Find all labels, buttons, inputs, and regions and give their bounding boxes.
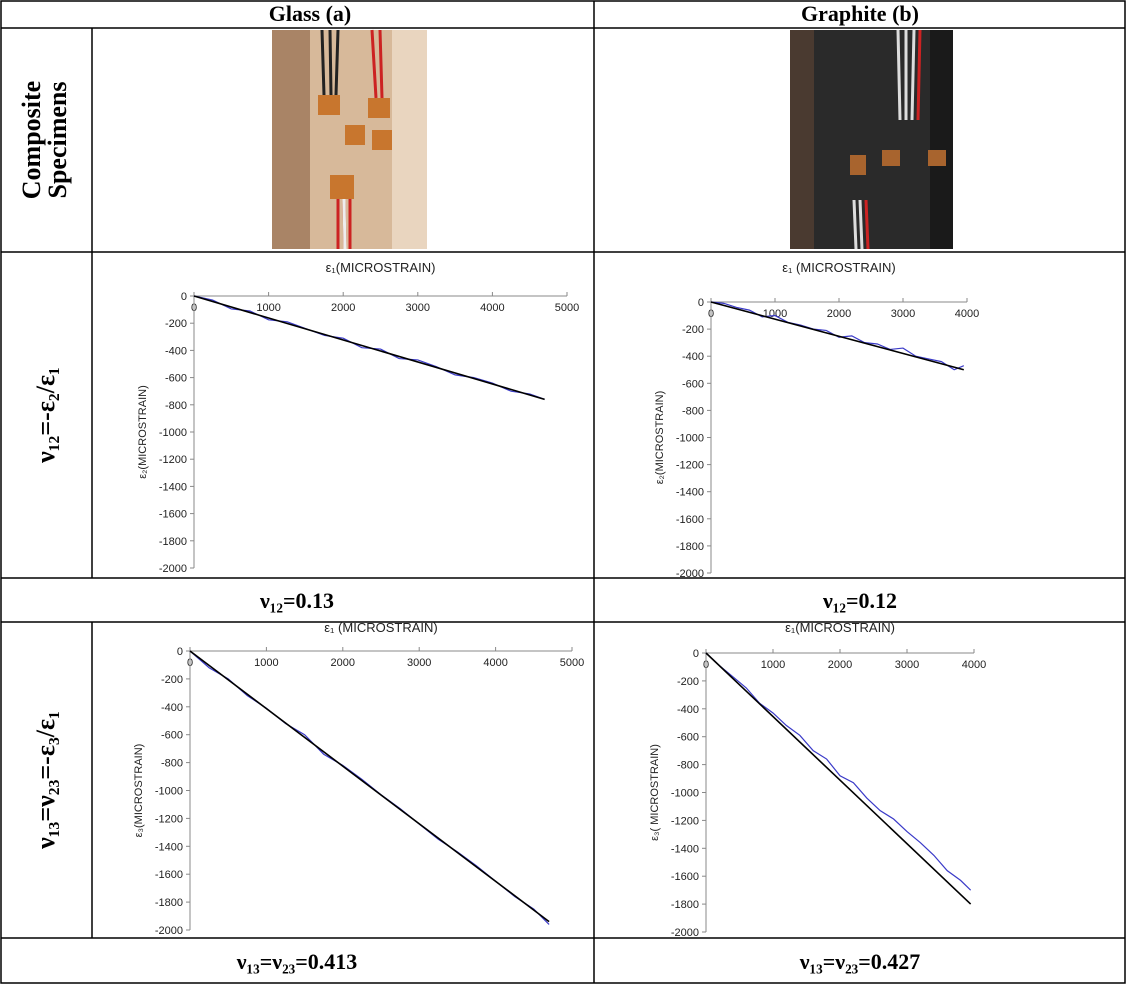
chart: ε₁(MICROSTRAIN) ε₃( MICROSTRAIN) 0 -200 -400… <box>649 620 986 939</box>
chart: ε₁(MICROSTRAIN) ε₂(MICROSTRAIN) 0 -200 -400 -… <box>137 260 579 575</box>
x-tick-label: 5000 <box>555 302 579 314</box>
y-tick-label: -200 <box>677 676 699 688</box>
y-axis-label: ε₂(MICROSTRAIN) <box>654 391 666 485</box>
y-tick-label: -400 <box>682 351 704 363</box>
y-tick-label: -1200 <box>676 460 704 472</box>
specimen-photo <box>272 29 427 250</box>
row-label: Composite Specimens <box>17 81 72 199</box>
data-line <box>189 650 550 923</box>
x-tick-label: 4000 <box>480 302 504 314</box>
y-tick-label: -1600 <box>676 514 704 526</box>
x-axis-label: ε₁ (MICROSTRAIN) <box>782 260 895 275</box>
x-tick-label: 2000 <box>828 659 852 671</box>
y-tick-label: -400 <box>165 345 187 357</box>
specimen-photo <box>790 29 953 250</box>
y-tick-label: -1400 <box>159 481 187 493</box>
x-tick-label: 3000 <box>891 308 915 320</box>
data-line <box>705 652 972 891</box>
result: ν₁₂=0.12 <box>822 588 897 613</box>
x-tick-label: 3000 <box>895 659 919 671</box>
y-tick-label: -2000 <box>676 568 704 580</box>
x-tick-label: 3000 <box>407 657 431 669</box>
x-tick-label: 1000 <box>761 659 785 671</box>
data-line <box>705 652 972 905</box>
y-tick-label: -1800 <box>671 899 699 911</box>
y-tick-label: -600 <box>161 730 183 742</box>
y-tick-label: -1000 <box>159 427 187 439</box>
y-tick-label: -400 <box>677 704 699 716</box>
y-tick-label: -200 <box>165 318 187 330</box>
x-tick-label: 1000 <box>763 308 787 320</box>
y-tick-label: -1000 <box>676 433 704 445</box>
y-tick-label: -600 <box>677 732 699 744</box>
y-axis-label: ε₂(MICROSTRAIN) <box>137 385 149 479</box>
y-tick-label: -1200 <box>671 815 699 827</box>
x-tick-label: 1000 <box>256 302 280 314</box>
y-tick-label: -1800 <box>159 536 187 548</box>
result: ν₁₂=0.13 <box>259 588 334 613</box>
y-tick-label: -800 <box>161 758 183 770</box>
x-tick-label: 4000 <box>955 308 979 320</box>
y-tick-label: -1000 <box>671 788 699 800</box>
y-tick-label: -2000 <box>159 563 187 575</box>
row-label-line: Specimens <box>43 82 72 199</box>
data-line <box>710 301 965 371</box>
column-header: Graphite (b) <box>801 1 919 26</box>
y-tick-label: -1800 <box>676 541 704 553</box>
x-tick-label: 4000 <box>962 659 986 671</box>
y-tick-label: -1400 <box>676 487 704 499</box>
y-tick-label: -1200 <box>155 813 183 825</box>
y-tick-label: -1600 <box>159 509 187 521</box>
y-axis-label: ε₃( MICROSTRAIN) <box>649 744 661 841</box>
row-label: ν₁₃=ν₂₃=-ε₃/ε₁ <box>31 711 60 850</box>
y-tick-label: -1600 <box>671 871 699 883</box>
y-tick-label: -400 <box>161 702 183 714</box>
y-tick-label: 0 <box>181 291 187 303</box>
data-line <box>710 301 965 371</box>
y-tick-label: 0 <box>693 648 699 660</box>
x-tick-label: 4000 <box>483 657 507 669</box>
y-tick-label: -1400 <box>155 841 183 853</box>
x-tick-label: 3000 <box>406 302 430 314</box>
y-axis-label: ε₃(MICROSTRAIN) <box>133 744 145 838</box>
y-tick-label: -800 <box>165 400 187 412</box>
y-tick-label: -800 <box>677 760 699 772</box>
y-tick-label: 0 <box>177 646 183 658</box>
x-axis-label: ε₁(MICROSTRAIN) <box>326 260 436 275</box>
y-tick-label: -1200 <box>159 454 187 466</box>
x-axis-label: ε₁ (MICROSTRAIN) <box>324 620 437 635</box>
x-tick-label: 2000 <box>827 308 851 320</box>
row-label-line: Composite <box>17 81 46 199</box>
y-tick-label: -200 <box>682 324 704 336</box>
y-tick-label: -1000 <box>155 786 183 798</box>
row-label: ν₁₂=-ε₂/ε₁ <box>31 367 60 464</box>
y-tick-label: 0 <box>698 297 704 309</box>
x-axis-label: ε₁(MICROSTRAIN) <box>785 620 895 635</box>
x-tick-label: 2000 <box>331 302 355 314</box>
column-header: Glass (a) <box>269 1 352 26</box>
y-tick-label: -2000 <box>155 925 183 937</box>
result: ν₁₃=ν₂₃=0.413 <box>236 949 358 974</box>
y-tick-label: -1800 <box>155 897 183 909</box>
y-tick-label: -2000 <box>671 927 699 939</box>
y-tick-label: -800 <box>682 405 704 417</box>
x-tick-label: 1000 <box>254 657 278 669</box>
result: ν₁₃=ν₂₃=0.427 <box>799 949 921 974</box>
chart: ε₁ (MICROSTRAIN) ε₃(MICROSTRAIN) 0 -200 -400… <box>133 620 584 937</box>
y-tick-label: -600 <box>682 378 704 390</box>
y-tick-label: -1400 <box>671 843 699 855</box>
y-tick-label: -600 <box>165 373 187 385</box>
chart: ε₁ (MICROSTRAIN) ε₂(MICROSTRAIN) 0 -200 -400… <box>654 260 979 580</box>
y-tick-label: -200 <box>161 674 183 686</box>
x-tick-label: 5000 <box>560 657 584 669</box>
data-line <box>193 295 545 401</box>
y-tick-label: -1600 <box>155 869 183 881</box>
x-tick-label: 2000 <box>331 657 355 669</box>
